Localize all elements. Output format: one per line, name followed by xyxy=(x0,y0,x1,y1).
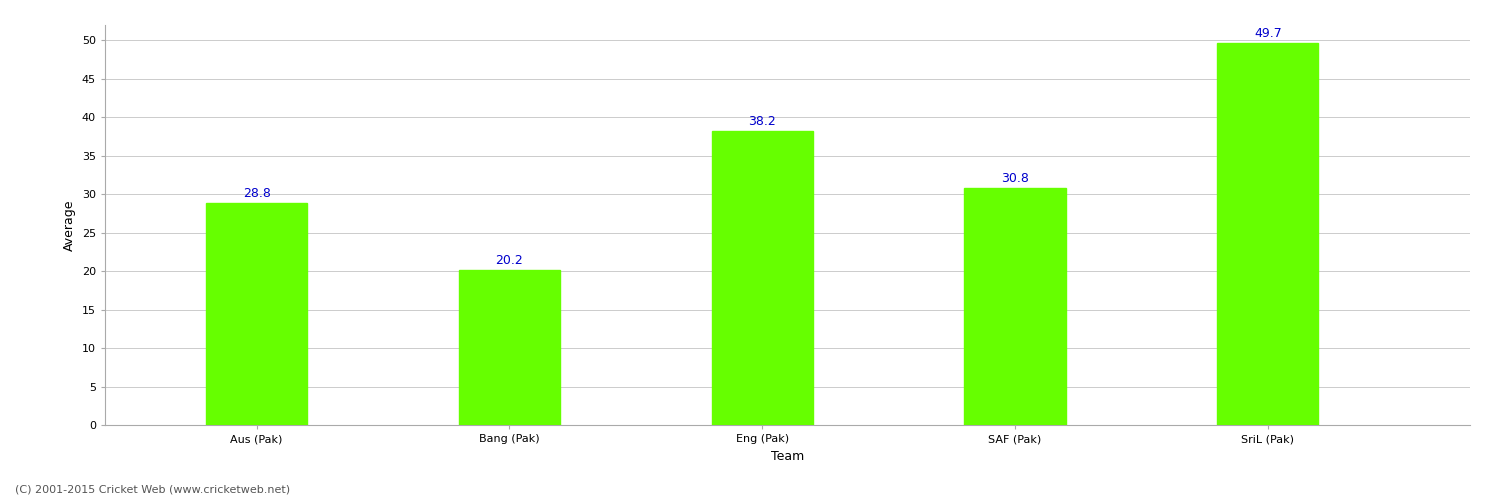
Bar xyxy=(1216,42,1318,425)
Bar xyxy=(964,188,1065,425)
Y-axis label: Average: Average xyxy=(63,199,76,251)
Text: 30.8: 30.8 xyxy=(1000,172,1029,185)
Bar xyxy=(459,270,560,425)
Bar xyxy=(711,131,813,425)
Bar xyxy=(206,204,308,425)
Text: 28.8: 28.8 xyxy=(243,188,270,200)
Text: 38.2: 38.2 xyxy=(748,115,776,128)
Text: (C) 2001-2015 Cricket Web (www.cricketweb.net): (C) 2001-2015 Cricket Web (www.cricketwe… xyxy=(15,485,290,495)
X-axis label: Team: Team xyxy=(771,450,804,462)
Text: 20.2: 20.2 xyxy=(495,254,524,266)
Text: 49.7: 49.7 xyxy=(1254,26,1281,40)
